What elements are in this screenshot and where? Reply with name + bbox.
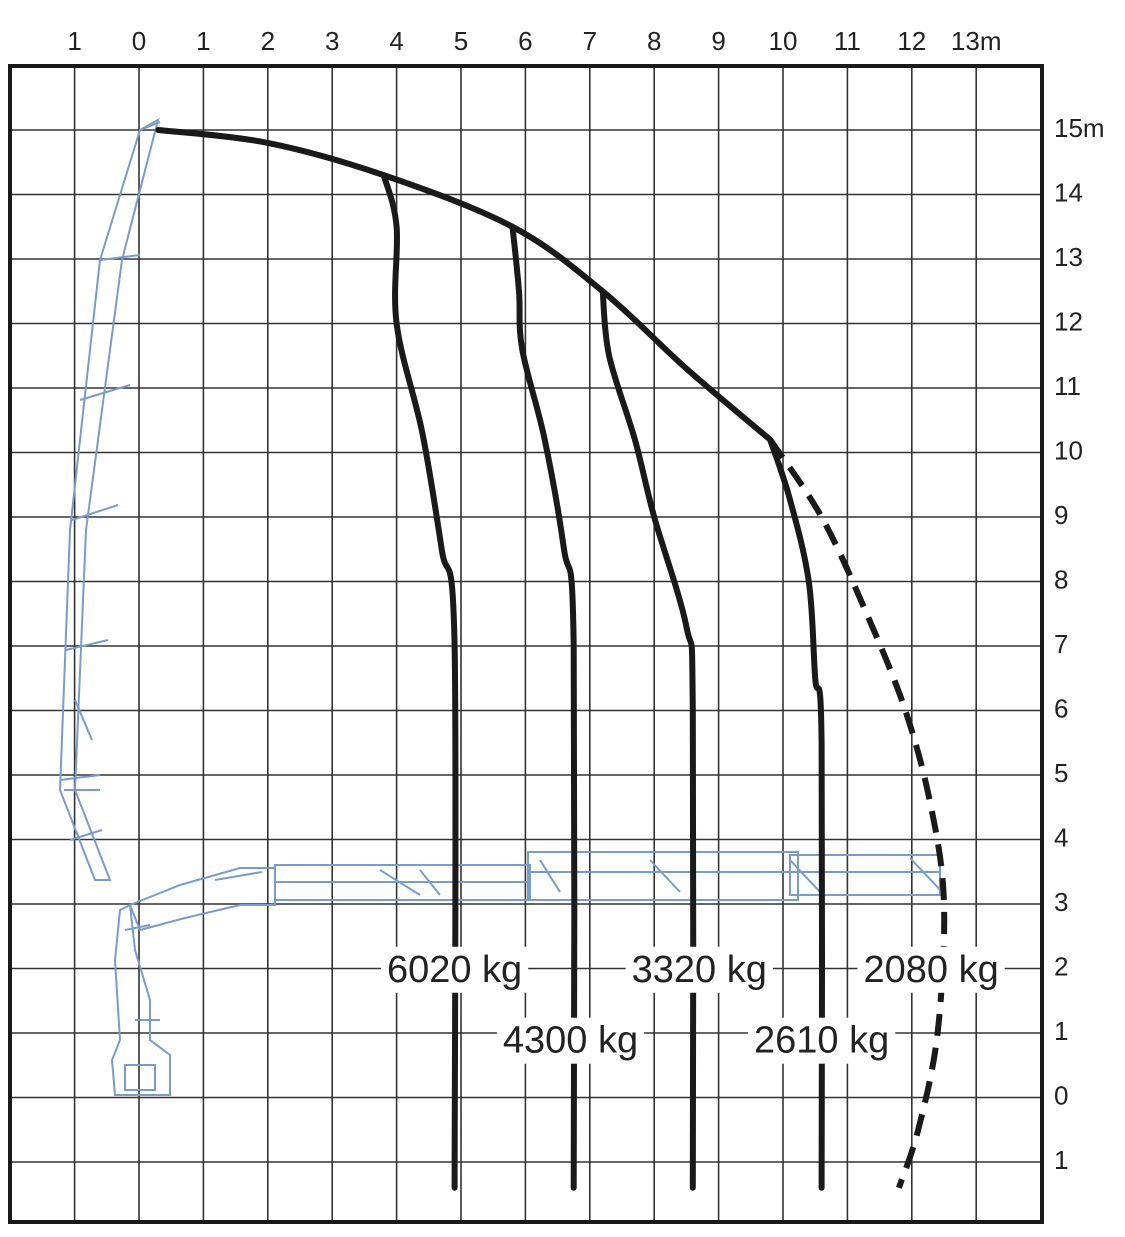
extension-curve-dashed [767,437,948,1189]
x-tick-label: 11 [834,26,861,56]
y-tick-label: 2 [1054,951,1068,981]
x-tick-label: 4 [389,26,403,56]
crane-illustration [58,117,946,1096]
load-label-extension-background [857,946,1005,993]
y-tick-label: 3 [1054,887,1068,917]
chart-frame [8,64,1044,1224]
load-label-2: 4300 kg [503,1020,638,1062]
envelope-curve [155,127,774,443]
x-tick-label: 0 [132,26,146,56]
x-tick-label: 13m [951,26,1002,56]
y-tick-label: 7 [1054,629,1068,659]
x-tick-label: 1 [196,26,210,56]
load-curve-2 [509,223,578,1191]
y-tick-label: 0 [1054,1080,1068,1110]
axis-ticks: 1 0 1 2 3 4 5 6 7 8 9 10 11 12 13m15m14131211109876543… [67,26,1104,1175]
y-tick-label: 4 [1054,822,1068,852]
y-tick-label: 10 [1054,435,1083,465]
y-tick-label: 15m [1054,113,1105,143]
x-tick-label: 7 [583,26,597,56]
y-tick-label: 5 [1054,758,1068,788]
load-label-3-background [625,946,773,993]
y-tick-label: 11 [1054,371,1081,401]
load-curves [155,127,948,1191]
x-tick-label: 10 [769,26,798,56]
x-tick-label: 8 [647,26,661,56]
load-curve-1 [380,172,459,1191]
x-tick-label: 6 [518,26,532,56]
y-tick-label: 6 [1054,693,1068,723]
y-tick-label: 8 [1054,564,1068,594]
y-tick-label: 1 [1054,1145,1068,1175]
x-tick-label: 1 [67,26,81,56]
y-tick-label: 14 [1054,177,1083,207]
y-tick-label: 13 [1054,242,1083,272]
y-tick-label: 9 [1054,500,1068,530]
load-label-3: 3320 kg [632,949,767,991]
x-tick-label: 3 [325,26,339,56]
load-label-2-background [496,1017,645,1064]
x-tick-label: 9 [711,26,725,56]
load-label-4: 2610 kg [754,1020,889,1062]
load-label-1: 6020 kg [387,949,522,991]
y-tick-label: 12 [1054,306,1083,336]
x-tick-label: 12 [897,26,926,56]
load-label-1-background [380,946,529,993]
load-labels: 6020 kg 4300 kg 3320 kg 2610 kg 2080 kg [380,946,1005,1064]
x-tick-label: 2 [261,26,275,56]
load-curve-3 [599,288,697,1191]
load-curve-4 [767,436,826,1191]
load-label-extension: 2080 kg [864,949,999,991]
x-tick-label: 5 [454,26,468,56]
load-label-4-background [748,1017,896,1064]
y-tick-label: 1 [1054,1016,1068,1046]
